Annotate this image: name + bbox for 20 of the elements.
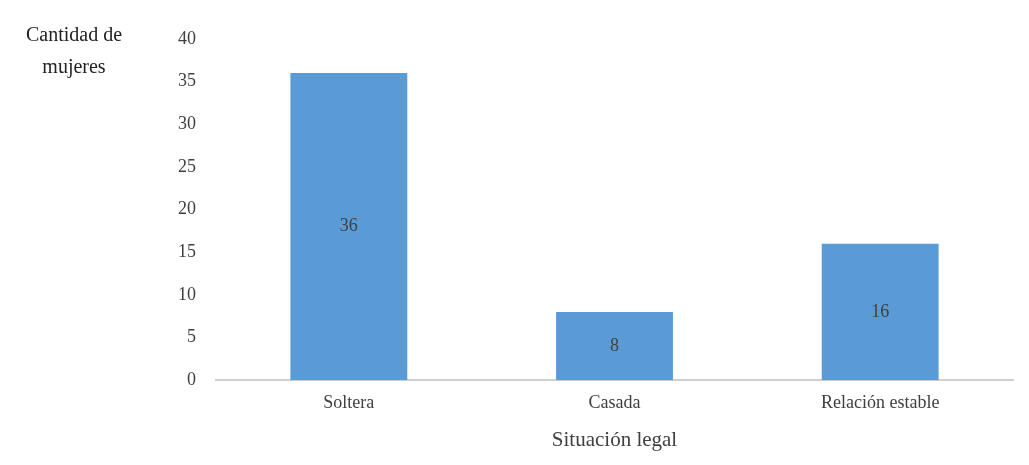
x-tick-label: Relación estable [820,391,940,412]
y-tick-label: 20 [178,198,196,219]
data-label: 36 [339,215,358,236]
y-tick-label: 35 [178,70,196,91]
y-axis-title: Cantidad de mujeres [25,23,123,79]
x-tick-label: Casada [588,391,641,412]
bar [821,243,939,381]
y-tick-label: 30 [178,112,196,133]
y-tick-label: 5 [187,326,196,347]
bar [556,311,673,381]
y-tick-label: 40 [178,27,196,48]
x-tick-label: Soltera [323,391,375,412]
data-label: 8 [610,334,619,355]
y-tick-label: 15 [178,240,196,261]
y-tick-label: 10 [178,283,196,304]
bar [290,72,408,381]
y-tick-label: 0 [187,368,196,389]
y-tick-label: 25 [178,155,196,176]
x-axis-title: Situación legal [551,426,678,451]
data-label: 16 [871,300,890,321]
